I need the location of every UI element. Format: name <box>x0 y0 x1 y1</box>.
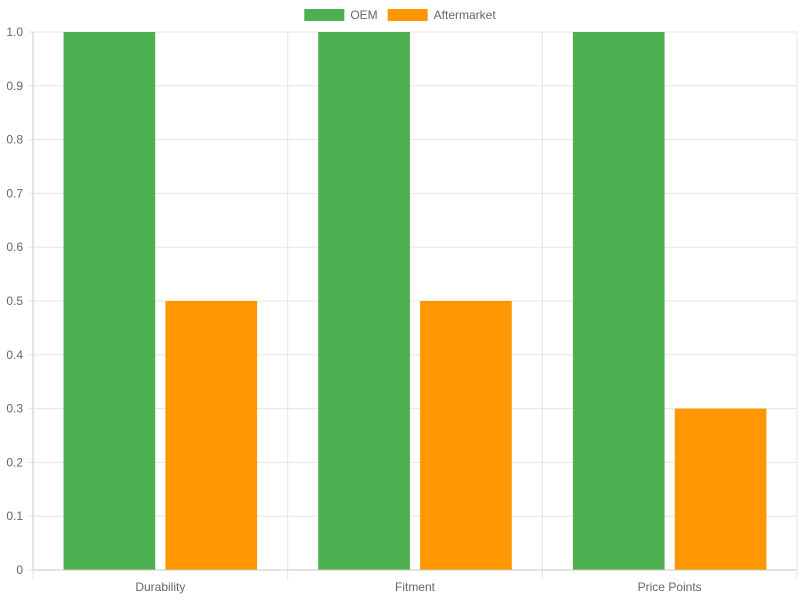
y-tick-label: 0.2 <box>6 455 23 469</box>
legend-label-aftermarket[interactable]: Aftermarket <box>434 8 497 22</box>
legend-label-oem[interactable]: OEM <box>350 8 377 22</box>
bar-aftermarket-fitment <box>420 301 512 570</box>
bar-oem-price-points <box>572 32 665 570</box>
y-tick-label: 0.9 <box>6 79 23 93</box>
y-tick-label: 0.1 <box>6 509 23 523</box>
bars <box>63 32 767 570</box>
x-tick-label: Fitment <box>395 580 436 594</box>
legend-swatch-oem[interactable] <box>304 9 345 21</box>
y-tick-label: 0.6 <box>6 240 23 254</box>
legend: OEM Aftermarket <box>304 8 496 22</box>
x-tick-label: Durability <box>135 580 185 594</box>
y-tick-label: 0.7 <box>6 186 23 200</box>
bar-aftermarket-durability <box>165 301 258 570</box>
y-tick-label: 0.8 <box>6 133 23 147</box>
y-tick-label: 0.4 <box>6 348 23 362</box>
x-axis-ticks: Durability Fitment Price Points <box>135 580 701 594</box>
legend-swatch-aftermarket[interactable] <box>387 9 428 21</box>
y-tick-label: 0.3 <box>6 402 23 416</box>
bar-aftermarket-price-points <box>674 408 767 570</box>
bar-oem-durability <box>63 32 156 570</box>
y-tick-label: 1.0 <box>6 25 23 39</box>
x-tick-label: Price Points <box>638 580 702 594</box>
y-tick-label: 0 <box>16 563 23 577</box>
bar-oem-fitment <box>318 32 410 570</box>
y-axis-ticks: 0 0.1 0.2 0.3 0.4 0.5 0.6 0.7 0.8 0.9 1.0 <box>6 25 33 577</box>
y-tick-label: 0.5 <box>6 294 23 308</box>
